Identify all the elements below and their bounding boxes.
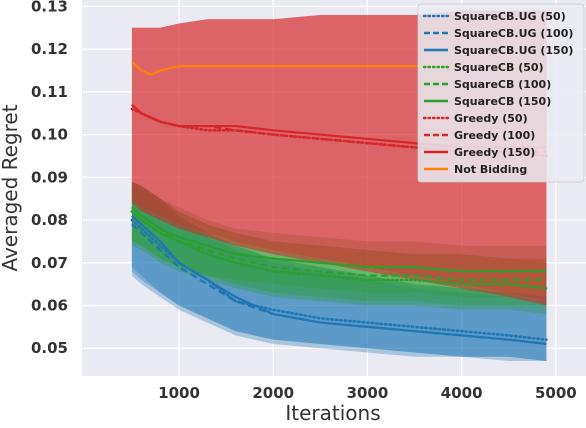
y-tick-label: 0.09 — [31, 168, 68, 186]
y-tick-label: 0.12 — [31, 40, 68, 58]
legend-label: SquareCB.UG (100) — [454, 27, 573, 40]
band-squarecb-ug-100 — [131, 185, 547, 362]
band-squarecb-150 — [131, 181, 547, 297]
x-tick-label: 3000 — [347, 384, 389, 402]
y-tick-label: 0.07 — [31, 254, 68, 272]
legend-label: Greedy (50) — [454, 112, 528, 125]
y-tick-label: 0.05 — [31, 339, 68, 357]
legend-label: SquareCB (50) — [454, 61, 544, 74]
x-tick-label: 2000 — [252, 384, 294, 402]
legend-label: SquareCB (100) — [454, 78, 551, 91]
y-tick-label: 0.13 — [31, 0, 68, 15]
y-axis-ticks: 0.05 0.06 0.07 0.08 0.09 0.10 0.11 0.12 0.13 — [31, 0, 68, 357]
x-axis-label: Iterations — [285, 401, 380, 425]
line-squarecb-ug-150 — [131, 214, 547, 346]
legend: SquareCB.UG (50) SquareCB.UG (100) SquareC… — [417, 3, 585, 183]
legend-box — [417, 3, 585, 183]
legend-label: Not Bidding — [454, 163, 527, 176]
y-tick-label: 0.08 — [31, 211, 68, 229]
x-tick-label: 4000 — [441, 384, 483, 402]
legend-label: SquareCB (150) — [454, 95, 551, 108]
series-lines — [130, 61, 548, 346]
band-squarecb-50 — [131, 181, 547, 315]
line-squarecb-ug-50 — [130, 218, 548, 341]
x-tick-label: 1000 — [158, 384, 200, 402]
x-axis-ticks: 1000 2000 3000 4000 5000 — [158, 384, 577, 402]
y-tick-label: 0.06 — [31, 297, 68, 315]
x-tick-label: 5000 — [535, 384, 577, 402]
band-squarecb-ug-50 — [131, 181, 547, 362]
line-squarecb-50 — [130, 210, 548, 290]
band-squarecb-ug-150 — [131, 181, 547, 362]
legend-label: SquareCB.UG (50) — [454, 10, 566, 23]
legend-label: Greedy (100) — [454, 129, 535, 142]
legend-label: SquareCB.UG (150) — [454, 44, 573, 57]
legend-label: Greedy (150) — [454, 146, 535, 159]
y-tick-label: 0.10 — [31, 126, 68, 144]
line-squarecb-150 — [131, 206, 547, 273]
y-axis-label: Averaged Regret — [0, 104, 22, 271]
y-tick-label: 0.11 — [31, 83, 68, 101]
band-squarecb-100 — [131, 181, 547, 306]
